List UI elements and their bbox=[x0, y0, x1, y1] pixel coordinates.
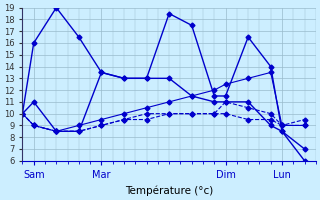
X-axis label: Température (°c): Température (°c) bbox=[125, 185, 213, 196]
